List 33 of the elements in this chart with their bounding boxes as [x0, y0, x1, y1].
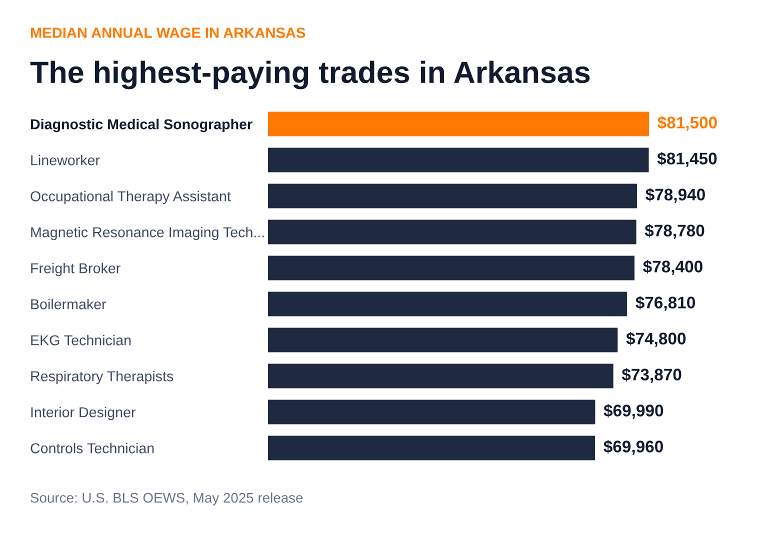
bar — [268, 220, 636, 244]
y-tick-label: Diagnostic Medical Sonographer — [30, 118, 252, 132]
bar — [268, 328, 618, 352]
y-tick-label: Freight Broker — [31, 262, 120, 276]
bar — [268, 256, 635, 280]
y-tick-label: Controls Technician — [30, 442, 154, 454]
y-tick-label: Boilermaker — [31, 298, 106, 310]
data-label: $78,780 — [644, 224, 704, 239]
y-tick-label: Respiratory Therapists — [31, 370, 174, 384]
data-label: $81,500 — [658, 116, 717, 131]
y-tick-label: EKG Technician — [31, 334, 131, 346]
data-label: $74,800 — [626, 332, 686, 347]
bar — [268, 400, 596, 424]
data-label: $78,940 — [646, 188, 705, 203]
bar — [268, 436, 596, 460]
data-label: $69,990 — [604, 404, 664, 419]
bar — [268, 292, 628, 316]
y-tick-label: Lineworker — [31, 154, 100, 166]
y-tick-label: Magnetic Resonance Imaging Tech... — [31, 226, 264, 240]
data-label: $76,810 — [636, 296, 695, 311]
data-label: $73,870 — [622, 368, 682, 383]
source-note: Source: U.S. BLS OEWS, May 2025 release — [30, 492, 303, 506]
chart-subtitle: MEDIAN ANNUAL WAGE IN ARKANSAS — [30, 28, 306, 38]
bar — [268, 364, 614, 388]
y-tick-label: Occupational Therapy Assistant — [30, 190, 231, 204]
data-label: $69,960 — [604, 440, 663, 455]
bar — [268, 184, 638, 208]
chart-title: The highest-paying trades in Arkansas — [30, 60, 590, 90]
bar — [268, 148, 649, 172]
data-label: $81,450 — [657, 152, 717, 167]
y-tick-label: Interior Designer — [31, 406, 136, 420]
data-label: $78,400 — [643, 260, 702, 275]
bar — [268, 112, 649, 136]
